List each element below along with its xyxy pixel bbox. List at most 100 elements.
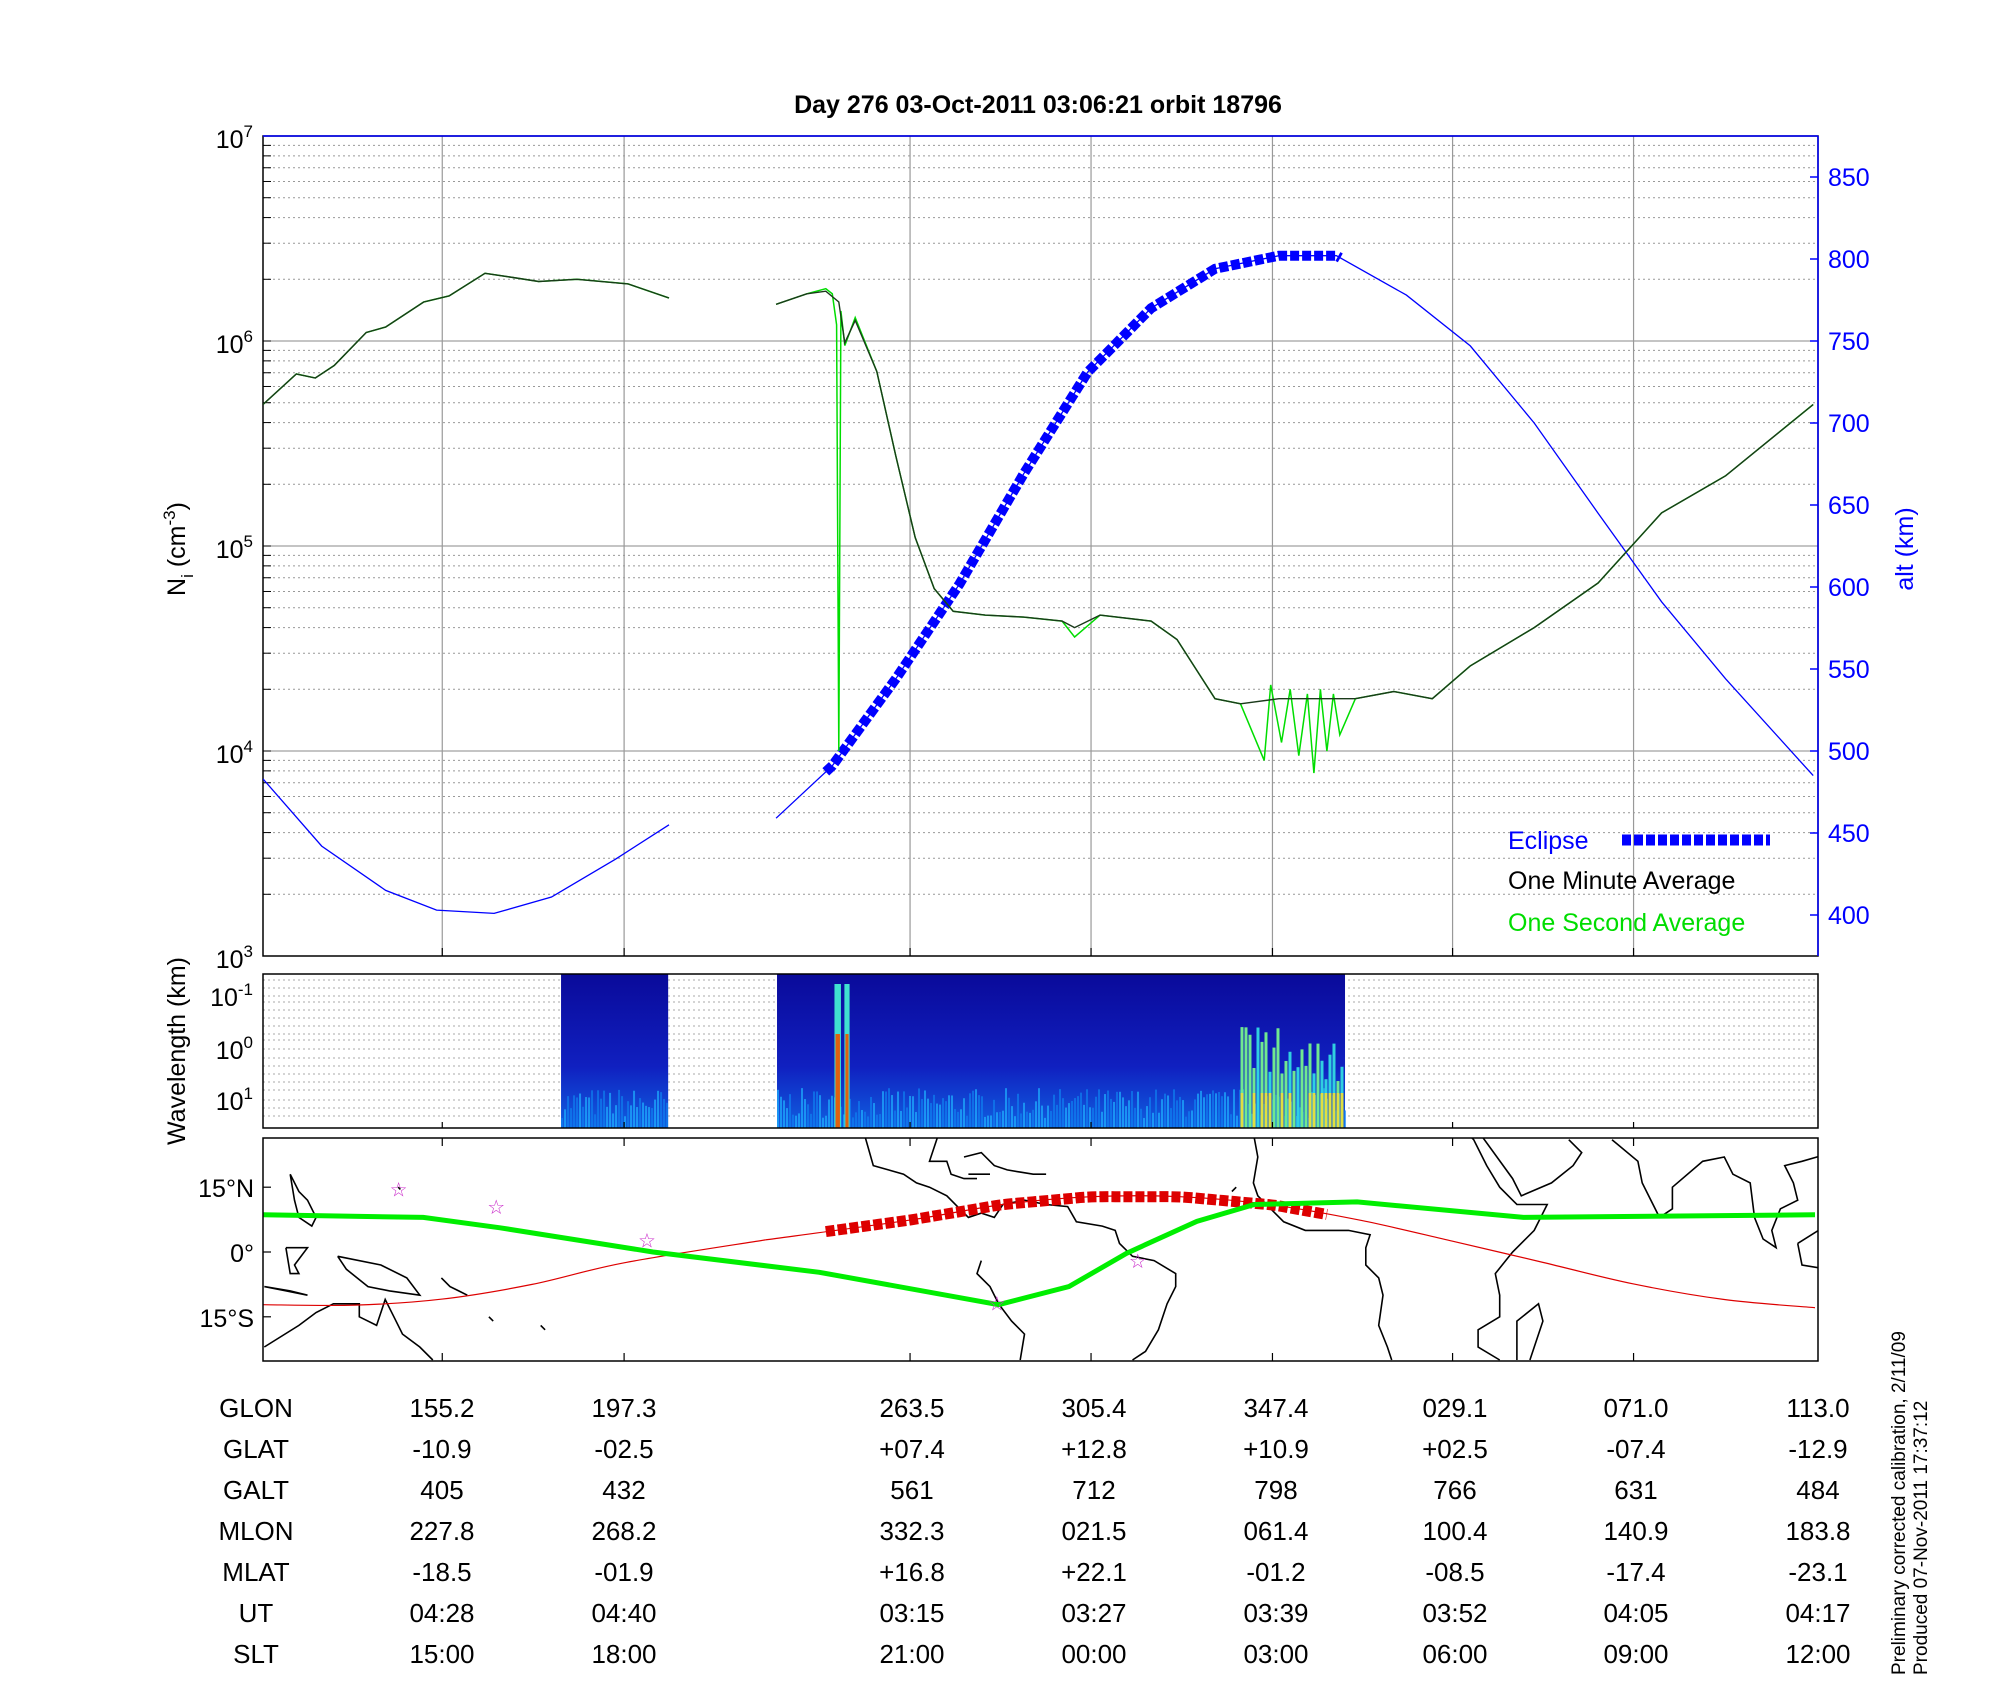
table-cell: -18.5 xyxy=(412,1557,471,1587)
table-row-label: GALT xyxy=(223,1475,289,1505)
spectrogram-column xyxy=(1119,1091,1122,1128)
y2-tick-label: 750 xyxy=(1828,328,1870,356)
spectrogram-column xyxy=(921,1099,924,1128)
spectrogram-column xyxy=(636,1107,639,1128)
table-cell: 029.1 xyxy=(1422,1393,1487,1423)
spectrogram-column xyxy=(915,1112,918,1128)
spectrogram-column xyxy=(1275,1094,1278,1128)
spectrogram-column xyxy=(1264,1093,1268,1128)
coastline xyxy=(1796,1229,1818,1269)
spectrogram-column xyxy=(1029,1112,1032,1128)
spectrogram-column xyxy=(1227,1096,1230,1128)
table-cell: 09:00 xyxy=(1603,1639,1668,1669)
table-cell: 04:40 xyxy=(591,1598,656,1628)
star-marker: ☆ xyxy=(390,1179,408,1201)
spectrogram-column xyxy=(912,1096,915,1128)
spectrogram-column xyxy=(777,1089,780,1128)
spectrogram-column xyxy=(1143,1117,1146,1128)
spectrogram-column xyxy=(969,1093,972,1128)
spectrogram-column xyxy=(1083,1104,1086,1128)
spectrogram-enhancement xyxy=(845,1034,849,1128)
spectrogram-column xyxy=(1155,1089,1158,1128)
spectrogram-column xyxy=(1300,1049,1304,1128)
spectrogram-column xyxy=(1244,1027,1248,1128)
star-marker: ☆ xyxy=(1129,1251,1147,1273)
table-cell: 04:05 xyxy=(1603,1598,1668,1628)
spectrogram-column xyxy=(1200,1090,1203,1128)
spectrogram-column xyxy=(795,1115,798,1128)
y2-tick-label: 600 xyxy=(1828,574,1870,602)
spectrogram-column xyxy=(1053,1094,1056,1128)
spectrogram-column xyxy=(1233,1089,1236,1128)
spectrogram-column xyxy=(1240,1093,1244,1128)
table-row-label: UT xyxy=(239,1598,274,1628)
star-marker: ☆ xyxy=(988,1293,1006,1315)
spectrogram-column xyxy=(570,1108,573,1128)
spectrogram-column xyxy=(1336,1093,1340,1128)
spectrogram-column xyxy=(990,1115,993,1128)
ylabel-exp: -3 xyxy=(160,510,179,525)
chart-title: Day 276 03-Oct-2011 03:06:21 orbit 18796 xyxy=(794,91,1282,119)
spectrogram-column xyxy=(828,1099,831,1128)
tick-base: 10 xyxy=(216,536,244,564)
table-cell: 197.3 xyxy=(591,1393,656,1423)
spectrogram-column xyxy=(624,1116,627,1128)
tick-exponent: 1 xyxy=(244,1084,253,1103)
spectrogram-column xyxy=(972,1090,975,1128)
spectrogram-column xyxy=(1212,1090,1215,1128)
spectrogram-column xyxy=(603,1090,606,1128)
spectrogram-column xyxy=(585,1097,588,1128)
spectrogram-column xyxy=(1312,1093,1316,1128)
spectrogram-column xyxy=(1335,1110,1338,1128)
spectrogram-column xyxy=(963,1098,966,1128)
table-cell: +10.9 xyxy=(1243,1434,1309,1464)
spectrogram-column xyxy=(660,1092,663,1128)
spectrogram-column xyxy=(1173,1089,1176,1128)
table-cell: 061.4 xyxy=(1243,1516,1308,1546)
table-cell: +02.5 xyxy=(1422,1434,1488,1464)
table-cell: 15:00 xyxy=(409,1639,474,1669)
spectrogram-column xyxy=(1164,1093,1167,1128)
table-cell: 04:17 xyxy=(1785,1598,1850,1628)
coastline xyxy=(285,1246,310,1275)
spectrogram-column xyxy=(945,1101,948,1128)
lat-tick-label: 0° xyxy=(230,1240,254,1268)
spectrogram-column xyxy=(1224,1092,1227,1128)
spectrogram-column xyxy=(822,1117,825,1128)
spectrogram-column xyxy=(1089,1107,1092,1128)
spectrogram-column xyxy=(1140,1108,1143,1128)
spectrogram-column xyxy=(870,1096,873,1128)
orbit-track xyxy=(263,1239,766,1307)
table-cell: 03:27 xyxy=(1061,1598,1126,1628)
spectrogram-column xyxy=(1344,1110,1347,1128)
spectrogram-column xyxy=(654,1099,657,1128)
spectrogram-column xyxy=(897,1091,900,1128)
table-cell: -07.4 xyxy=(1606,1434,1665,1464)
tick-base: 10 xyxy=(216,1088,244,1116)
spectrogram-column xyxy=(579,1093,582,1128)
table-row-label: SLT xyxy=(233,1639,279,1669)
spectrogram-column xyxy=(1134,1107,1137,1128)
spectrogram-column xyxy=(1280,1093,1284,1128)
tick-exponent: -1 xyxy=(238,980,253,999)
spectrogram-column xyxy=(1206,1094,1209,1128)
table-row-label: GLON xyxy=(219,1393,293,1423)
altitude-line xyxy=(263,778,670,915)
spectrogram-column xyxy=(651,1108,654,1128)
y2-axis-label: alt (km) xyxy=(1891,507,1919,590)
spectrogram-column xyxy=(594,1114,597,1128)
table-cell: 305.4 xyxy=(1061,1393,1126,1423)
spectrogram-column xyxy=(1047,1105,1050,1128)
spectrogram-column xyxy=(666,1102,669,1128)
spectrogram-column xyxy=(951,1095,954,1128)
spectrogram-column xyxy=(1320,1093,1324,1128)
spectrogram-column xyxy=(1125,1106,1128,1128)
coastline xyxy=(337,1255,422,1297)
spectrogram-column xyxy=(1288,1051,1292,1128)
table-cell: 00:00 xyxy=(1061,1639,1126,1669)
spectrogram-column xyxy=(1182,1100,1185,1128)
spectrogram-column xyxy=(582,1106,585,1128)
y-axis-label: Ni (cm-3) xyxy=(160,502,197,596)
spectrogram-column xyxy=(939,1104,942,1128)
